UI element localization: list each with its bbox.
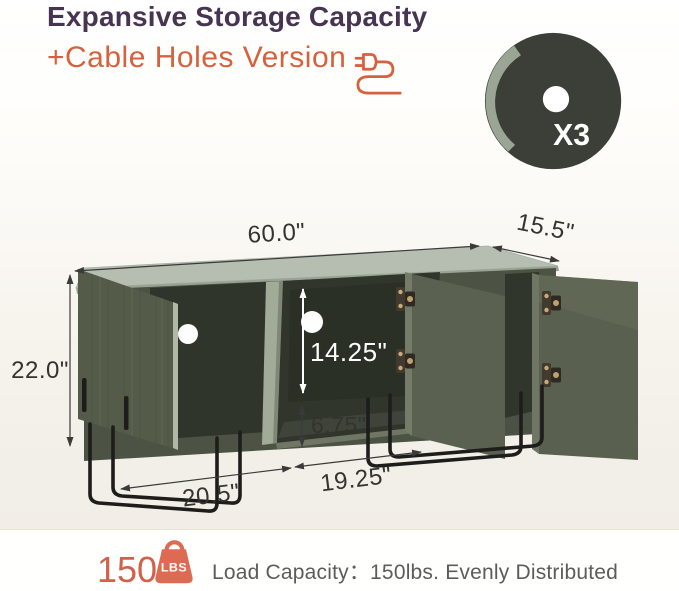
right-door-edge [532,273,539,454]
middle-compartment-back [288,280,432,402]
cable-hole-badge: X3 [484,32,622,170]
middle-compartment-front-edge [276,426,431,449]
plug-body [362,53,379,71]
dim-mid-section-label: 19.25" [319,462,393,498]
center-divider-shade [273,281,283,443]
load-capacity-value: 150 [97,549,158,590]
left-leg-back [111,425,242,505]
dim-height-label: 22.0" [11,357,69,384]
weight-body [155,549,193,584]
weight-handle [164,540,185,551]
cable-plug-icon [355,53,402,95]
weight-lbs-icon: LBS [155,540,193,584]
dim-inner-height: 14.25" [299,288,387,394]
metal-legs [88,384,544,513]
left-cable-hole-icon [178,324,198,344]
dim-height: 22.0" [11,274,74,447]
cable-wire [356,60,402,95]
badge-crescent [485,45,521,152]
dim-width: 60.0" [74,218,480,274]
left-leg-front [88,422,219,513]
middle-compartment-floor [278,408,432,438]
leg-stub-right [124,396,129,430]
left-compartment [150,282,266,440]
dim-depth-label: 15.5" [515,209,577,247]
subtitle: +Cable Holes Version [47,41,347,74]
middle-door [412,274,505,459]
load-capacity-caption: Load Capacity：150lbs. Evenly Distributed [212,561,619,584]
subtitle-row: +Cable Holes Version [47,41,406,95]
dim-left-section-label: 20.5" [181,479,242,513]
page-title: Expansive Storage Capacity [47,1,428,32]
cable-hole-icon [542,85,570,113]
right-compartment [505,272,539,434]
left-door-grain-light [99,277,163,445]
middle-cable-hole-icon [301,311,323,333]
dim-inner-height-label: 14.25" [310,337,387,367]
left-door [78,269,178,450]
left-door-light-edge [173,302,178,450]
footer-band [0,529,679,590]
right-door-highlight [539,275,638,330]
weight-unit-label: LBS [161,560,187,574]
dim-leg-height: 6.75" [298,405,366,447]
dim-width-label: 60.0" [247,218,306,248]
badge-count-label: X3 [553,119,590,152]
tv-stand-diagram: 60.0" 15.5" 22.0" 14.25" 6.75" 19.25" 20… [11,209,638,513]
dim-leg-height-label: 6.75" [311,412,366,438]
leg-stub-left [82,378,87,412]
dim-mid-section: 19.25" [294,449,422,498]
